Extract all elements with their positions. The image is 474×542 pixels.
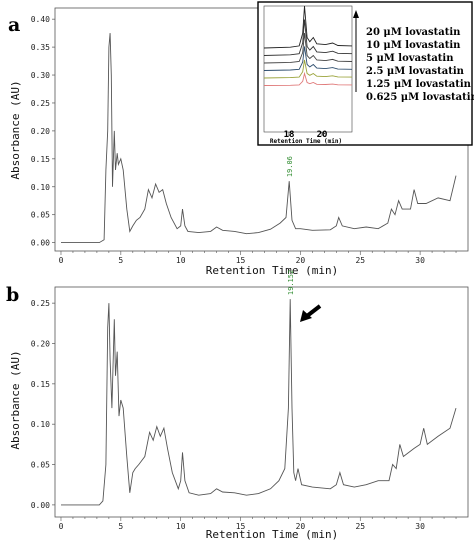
- inset-overlay: 20 μM lovastatin 10 μM lovastatin 5 μM l…: [257, 1, 474, 146]
- x-tick-label: 5: [118, 522, 123, 531]
- y-tick-label: 0.30: [31, 71, 50, 80]
- chromatogram-b: 0.00 0.05 0.10 0.15 0.20 0.25 0 5 10 15 20 25 30 19…: [9, 270, 469, 541]
- x-tick-label: 10: [176, 522, 186, 531]
- inset-trace: [263, 19, 353, 56]
- y-tick-label: 0.20: [31, 339, 50, 348]
- y-tick-label: 0.35: [31, 43, 50, 52]
- inset-tick-label: 18: [284, 130, 295, 140]
- x-tick-label: 25: [355, 256, 365, 265]
- legend-item: 10 μM lovastatin: [366, 40, 461, 51]
- peak-label-a: 19.06: [286, 156, 294, 177]
- peak-arrow-icon: [300, 310, 312, 322]
- legend-item: 2.5 μM lovastatin: [366, 66, 465, 77]
- inset-legend: 20 μM lovastatin 10 μM lovastatin 5 μM l…: [366, 27, 474, 103]
- inset-trace: [263, 59, 353, 79]
- inset-trace: [263, 5, 353, 49]
- plot-frame-b: [54, 286, 469, 518]
- x-ticks-a: 0 5 10 15 20 25 30: [59, 251, 457, 265]
- y-tick-label: 0.00: [31, 501, 50, 510]
- y-tick-label: 0.00: [31, 239, 50, 248]
- x-tick-label: 20: [296, 256, 306, 265]
- x-tick-label: 30: [415, 256, 425, 265]
- y-tick-label: 0.25: [31, 299, 50, 308]
- x-tick-label: 10: [176, 256, 186, 265]
- legend-item: 1.25 μM lovastatin: [366, 79, 472, 90]
- peak-label-b: 19.152: [287, 270, 295, 295]
- x-tick-label: 5: [118, 256, 123, 265]
- x-ticks-b: 0 5 10 15 20 25 30: [59, 517, 457, 531]
- y-ticks-a: 0.00 0.05 0.10 0.15 0.20 0.25 0.30 0.35 0.40: [31, 15, 55, 248]
- x-tick-label: 15: [236, 522, 246, 531]
- x-tick-label: 0: [59, 522, 64, 531]
- peak-arrow-shaft: [305, 304, 322, 318]
- inset-tick-label: 20: [317, 130, 328, 140]
- y-axis-title-b: Absorbance (AU): [9, 350, 22, 449]
- x-tick-label: 20: [296, 522, 306, 531]
- x-axis-title-a: Retention Time (min): [206, 264, 338, 277]
- y-tick-label: 0.25: [31, 99, 50, 108]
- y-tick-label: 0.15: [31, 380, 50, 389]
- x-tick-label: 25: [355, 522, 365, 531]
- chromatogram-trace-a: [61, 33, 457, 244]
- y-ticks-b: 0.00 0.05 0.10 0.15 0.20 0.25: [31, 299, 55, 510]
- x-axis-title-b: Retention Time (min): [206, 528, 338, 541]
- inset-traces: [263, 5, 353, 86]
- y-tick-label: 0.10: [31, 420, 50, 429]
- legend-item: 20 μM lovastatin: [366, 27, 461, 38]
- x-tick-label: 15: [236, 256, 246, 265]
- inset-trace: [263, 71, 353, 86]
- x-tick-label: 0: [59, 256, 64, 265]
- y-tick-label: 0.40: [31, 15, 50, 24]
- y-axis-title-a: Absorbance (AU): [9, 80, 22, 179]
- y-tick-label: 0.05: [31, 211, 50, 220]
- x-tick-label: 30: [415, 522, 425, 531]
- panel-label-b: b: [6, 284, 19, 306]
- y-tick-label: 0.05: [31, 461, 50, 470]
- chromatogram-trace-b: [61, 299, 457, 506]
- concentration-arrow-icon: [353, 10, 359, 18]
- chromatogram-a: 0.00 0.05 0.10 0.15 0.20 0.25 0.30 0.35 0.40 0 5 1…: [9, 7, 469, 277]
- legend-item: 0.625 μM lovastatin: [366, 92, 474, 103]
- panel-label-a: a: [8, 14, 20, 36]
- inset-trace: [263, 32, 353, 64]
- y-tick-label: 0.10: [31, 183, 50, 192]
- y-tick-label: 0.15: [31, 155, 50, 164]
- y-tick-label: 0.20: [31, 127, 50, 136]
- inset-trace: [263, 46, 353, 71]
- legend-item: 5 μM lovastatin: [366, 53, 454, 64]
- inset-x-axis-title: Retention Time (min): [270, 138, 342, 145]
